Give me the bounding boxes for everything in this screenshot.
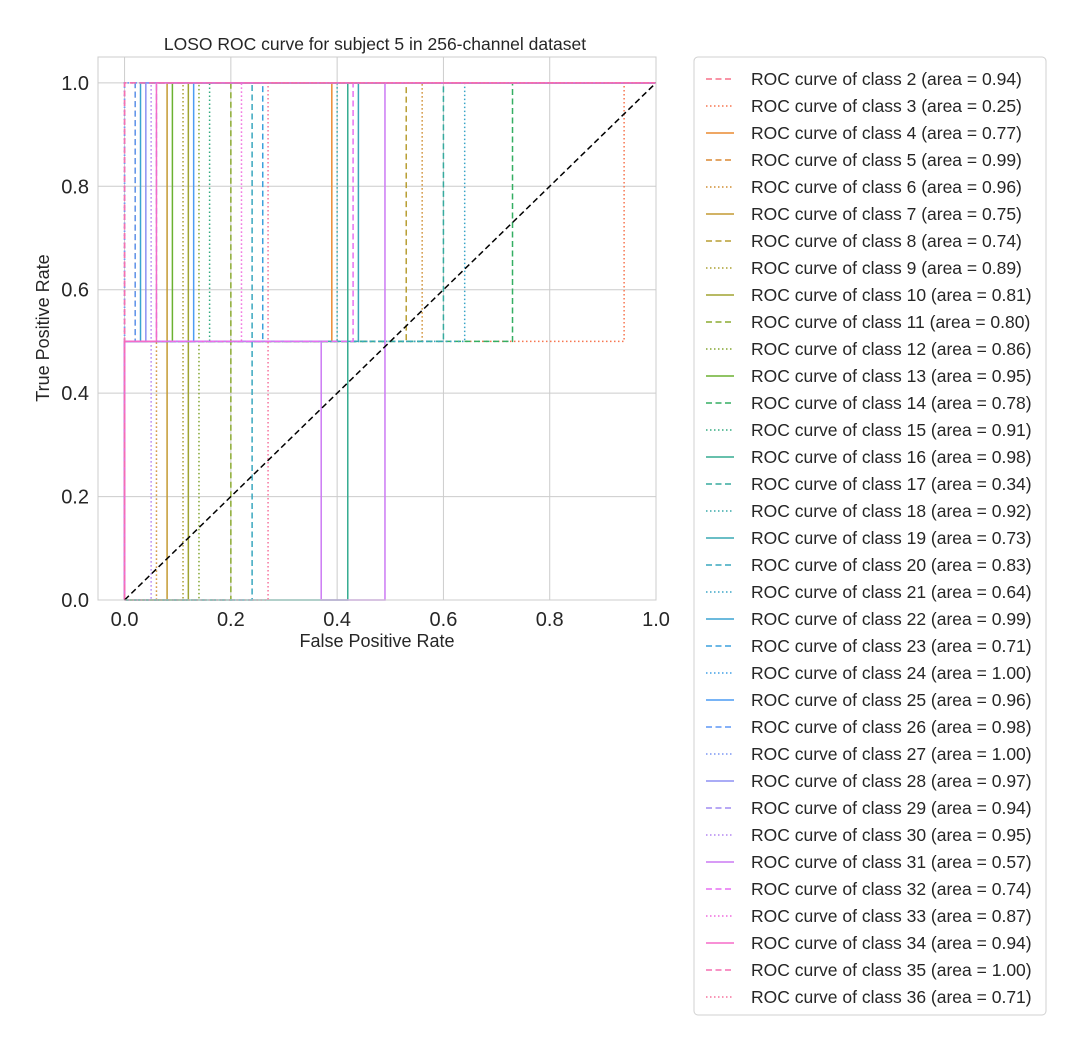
- legend-entry-label: ROC curve of class 9 (area = 0.89): [751, 258, 1022, 278]
- tick-labels: 0.0 0.2 0.4 0.6 0.8 1.0 0.0 0.2 0.4 0.6 0.8 1.0: [61, 73, 670, 631]
- legend-frame: [693, 56, 1047, 1016]
- legend-entry-label: ROC curve of class 35 (area = 1.00): [751, 960, 1032, 980]
- y-tick-label: 0.6: [61, 280, 89, 302]
- legend-entry-label: ROC curve of class 14 (area = 0.78): [751, 393, 1032, 413]
- roc-series-line: [123, 82, 656, 600]
- chart-title: LOSO ROC curve for subject 5 in 256-chan…: [164, 34, 586, 54]
- y-tick-label: 0.0: [61, 590, 89, 612]
- legend-entry-label: ROC curve of class 6 (area = 0.96): [751, 177, 1022, 197]
- legend-entry-label: ROC curve of class 5 (area = 0.99): [751, 150, 1022, 170]
- legend: ROC curve of class 2 (area = 0.94) ROC cu…: [706, 69, 1032, 1007]
- legend-entry-label: ROC curve of class 27 (area = 1.00): [751, 744, 1032, 764]
- legend-entry-label: ROC curve of class 34 (area = 0.94): [751, 933, 1032, 953]
- y-tick-label: 0.4: [61, 383, 89, 405]
- legend-entry-label: ROC curve of class 29 (area = 0.94): [751, 798, 1032, 818]
- y-tick-label: 0.2: [61, 487, 89, 509]
- y-tick-label: 0.8: [61, 176, 89, 198]
- legend-entry-label: ROC curve of class 31 (area = 0.57): [751, 852, 1032, 872]
- legend-entry-label: ROC curve of class 2 (area = 0.94): [751, 69, 1022, 89]
- legend-entry-label: ROC curve of class 30 (area = 0.95): [751, 825, 1032, 845]
- reference-line-group: [124, 82, 657, 601]
- legend-entry-label: ROC curve of class 23 (area = 0.71): [751, 636, 1032, 656]
- legend-entry-label: ROC curve of class 12 (area = 0.86): [751, 339, 1032, 359]
- x-tick-label: 0.8: [536, 609, 564, 631]
- legend-entry-label: ROC curve of class 11 (area = 0.80): [751, 312, 1030, 332]
- y-tick-label: 1.0: [61, 73, 89, 95]
- legend-entry-label: ROC curve of class 24 (area = 1.00): [751, 663, 1032, 683]
- legend-entry-label: ROC curve of class 7 (area = 0.75): [751, 204, 1022, 224]
- legend-entry-label: ROC curve of class 33 (area = 0.87): [751, 906, 1032, 926]
- legend-entry-label: ROC curve of class 25 (area = 0.96): [751, 690, 1032, 710]
- legend-entry-label: ROC curve of class 17 (area = 0.34): [751, 474, 1032, 494]
- legend-entry-label: ROC curve of class 10 (area = 0.81): [751, 285, 1032, 305]
- legend-entry-label: ROC curve of class 26 (area = 0.98): [751, 717, 1032, 737]
- x-tick-label: 0.6: [430, 609, 458, 631]
- x-tick-label: 0.4: [323, 609, 351, 631]
- x-tick-label: 0.0: [111, 609, 139, 631]
- plot-frame: [97, 56, 657, 601]
- legend-entry-label: ROC curve of class 8 (area = 0.74): [751, 231, 1022, 251]
- legend-entry-label: ROC curve of class 18 (area = 0.92): [751, 501, 1032, 521]
- legend-entry-label: ROC curve of class 28 (area = 0.97): [751, 771, 1032, 791]
- legend-entry-label: ROC curve of class 22 (area = 0.99): [751, 609, 1032, 629]
- x-tick-label: 1.0: [642, 609, 670, 631]
- legend-entry-label: ROC curve of class 32 (area = 0.74): [751, 879, 1032, 899]
- legend-entry-label: ROC curve of class 20 (area = 0.83): [751, 555, 1032, 575]
- legend-entry-label: ROC curve of class 3 (area = 0.25): [751, 96, 1022, 116]
- x-tick-label: 0.2: [217, 609, 245, 631]
- legend-entry-label: ROC curve of class 36 (area = 0.71): [751, 987, 1032, 1007]
- legend-entry-label: ROC curve of class 15 (area = 0.91): [751, 420, 1032, 440]
- roc-series-line: [123, 82, 656, 600]
- legend-entry-label: ROC curve of class 4 (area = 0.77): [751, 123, 1022, 143]
- y-axis-label: True Positive Rate: [33, 254, 53, 401]
- plot-background: [98, 57, 656, 600]
- chance-diagonal-line: [124, 82, 657, 601]
- x-axis-label: False Positive Rate: [299, 631, 454, 651]
- legend-entry-label: ROC curve of class 21 (area = 0.64): [751, 582, 1032, 602]
- legend-entry-label: ROC curve of class 16 (area = 0.98): [751, 447, 1032, 467]
- series-group: [123, 82, 656, 601]
- legend-entry-label: ROC curve of class 13 (area = 0.95): [751, 366, 1032, 386]
- legend-entry-label: ROC curve of class 19 (area = 0.73): [751, 528, 1032, 548]
